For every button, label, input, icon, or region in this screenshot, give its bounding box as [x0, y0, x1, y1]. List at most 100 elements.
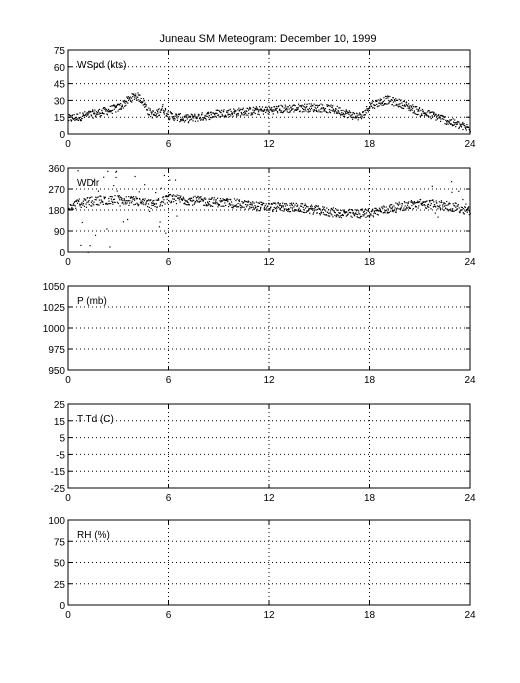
data-point	[173, 117, 175, 119]
data-point	[230, 110, 232, 112]
data-point	[219, 115, 222, 118]
data-point	[215, 199, 217, 201]
data-point	[376, 213, 378, 215]
data-point	[337, 209, 339, 211]
data-point	[190, 200, 192, 202]
data-point	[98, 199, 100, 201]
data-point	[359, 114, 361, 116]
data-point	[194, 114, 196, 116]
data-point	[68, 119, 70, 122]
data-point	[92, 117, 94, 119]
data-point	[318, 207, 320, 209]
data-point	[240, 111, 242, 114]
data-point	[237, 112, 239, 115]
data-point	[304, 203, 306, 205]
data-point	[184, 116, 186, 118]
data-point	[447, 204, 449, 206]
data-point	[246, 206, 248, 208]
data-point	[358, 114, 360, 116]
data-point	[330, 109, 332, 111]
data-point	[384, 212, 386, 214]
data-point	[230, 199, 232, 201]
data-point	[148, 114, 150, 116]
data-point	[259, 208, 262, 210]
data-point	[264, 205, 266, 207]
data-point	[346, 110, 348, 112]
panel-label: T Td (C)	[77, 414, 114, 425]
data-point	[110, 203, 112, 205]
data-point	[188, 121, 190, 123]
data-point	[282, 204, 284, 207]
data-point	[434, 205, 436, 207]
data-point	[76, 200, 78, 202]
data-point	[202, 119, 204, 121]
data-point	[289, 211, 292, 213]
data-point	[142, 104, 144, 106]
data-point	[387, 95, 389, 98]
data-point	[279, 203, 281, 205]
data-point	[203, 198, 205, 200]
data-point	[84, 198, 86, 200]
data-point	[170, 200, 172, 202]
data-point	[99, 202, 101, 204]
data-point	[149, 210, 151, 212]
data-point	[117, 103, 120, 105]
data-point	[469, 212, 471, 215]
data-point	[282, 202, 284, 204]
data-point	[381, 102, 383, 104]
data-point	[85, 203, 87, 205]
data-point	[371, 102, 373, 105]
data-point	[278, 203, 280, 205]
data-point	[365, 209, 367, 211]
data-point	[186, 204, 188, 206]
data-point	[295, 109, 298, 111]
data-point	[122, 100, 124, 102]
data-point	[299, 210, 301, 213]
data-point	[416, 108, 418, 110]
data-point	[247, 201, 249, 203]
data-point	[458, 207, 460, 209]
data-point	[114, 104, 116, 107]
data-point	[121, 197, 123, 200]
data-point	[348, 110, 350, 112]
data-point	[248, 201, 250, 203]
data-point	[197, 120, 199, 122]
data-point	[358, 117, 360, 119]
data-point	[126, 96, 128, 98]
data-point	[462, 212, 464, 214]
data-point	[216, 201, 218, 204]
data-point	[172, 117, 174, 119]
data-point	[439, 208, 442, 210]
data-point	[338, 215, 340, 217]
data-point	[114, 195, 116, 197]
data-point	[112, 104, 114, 106]
data-point	[156, 116, 158, 118]
data-point	[212, 205, 214, 207]
panel-label: RH (%)	[77, 530, 110, 541]
data-point	[188, 115, 190, 117]
data-point	[199, 117, 201, 119]
data-point	[428, 110, 430, 112]
data-point	[197, 113, 199, 115]
data-point	[200, 196, 202, 198]
data-point	[309, 110, 311, 112]
x-tick-label: 18	[364, 375, 376, 386]
data-point	[175, 113, 177, 115]
data-point	[263, 206, 266, 208]
data-point	[435, 113, 437, 115]
data-point	[183, 121, 186, 123]
data-point	[171, 201, 173, 203]
data-point	[450, 119, 452, 121]
data-point	[79, 112, 81, 114]
data-point	[465, 203, 467, 205]
data-point	[229, 198, 231, 200]
data-point	[129, 200, 131, 202]
data-point	[113, 198, 116, 200]
data-point	[315, 104, 317, 106]
data-point	[453, 121, 455, 123]
data-point	[194, 113, 196, 115]
data-point	[377, 210, 379, 212]
data-point	[134, 199, 136, 201]
data-point	[238, 206, 240, 208]
